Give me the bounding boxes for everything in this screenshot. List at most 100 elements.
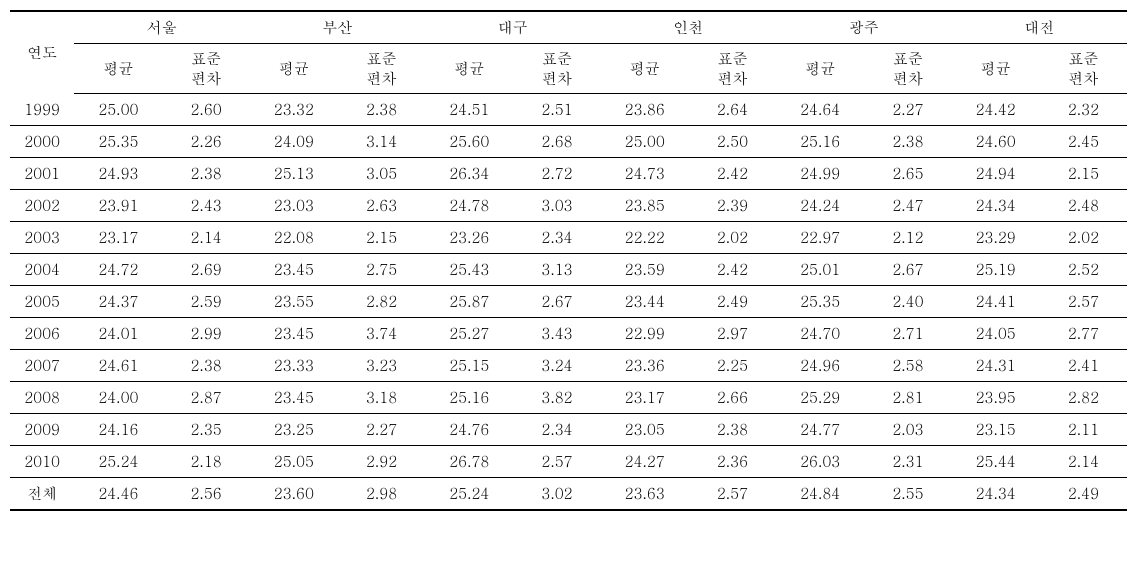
cell-value: 24.76: [425, 414, 513, 446]
table-row: 200223.912.4323.032.6324.783.0323.852.39…: [10, 190, 1127, 222]
cell-value: 2.51: [514, 94, 601, 126]
cell-value: 23.32: [250, 94, 338, 126]
cell-value: 26.34: [425, 158, 513, 190]
cell-value: 25.16: [776, 126, 864, 158]
cell-year: 2000: [10, 126, 74, 158]
header-city-5: 대전: [951, 11, 1127, 44]
cell-value: 24.05: [951, 318, 1039, 350]
cell-value: 2.02: [689, 222, 776, 254]
cell-value: 23.15: [951, 414, 1039, 446]
table-row: 200025.352.2624.093.1425.602.6825.002.50…: [10, 126, 1127, 158]
cell-value: 3.18: [338, 382, 425, 414]
cell-value: 23.05: [601, 414, 689, 446]
cell-value: 23.59: [601, 254, 689, 286]
table-row: 200424.722.6923.452.7525.433.1323.592.42…: [10, 254, 1127, 286]
cell-year: 2008: [10, 382, 74, 414]
header-city-2: 대구: [425, 11, 600, 44]
cell-value: 2.49: [1040, 478, 1127, 511]
cell-value: 24.37: [74, 286, 162, 318]
cell-year: 2002: [10, 190, 74, 222]
cell-value: 23.45: [250, 318, 338, 350]
cell-value: 24.00: [74, 382, 162, 414]
cell-value: 3.13: [514, 254, 601, 286]
cell-value: 2.98: [338, 478, 425, 511]
cell-value: 24.34: [951, 190, 1039, 222]
cell-value: 2.15: [1040, 158, 1127, 190]
cell-value: 25.29: [776, 382, 864, 414]
cell-value: 26.78: [425, 446, 513, 478]
cell-value: 24.42: [951, 94, 1039, 126]
cell-value: 23.17: [74, 222, 162, 254]
cell-value: 2.67: [864, 254, 951, 286]
cell-value: 2.02: [1040, 222, 1127, 254]
cell-value: 2.63: [338, 190, 425, 222]
cell-value: 2.81: [864, 382, 951, 414]
cell-value: 2.82: [1040, 382, 1127, 414]
cell-value: 2.12: [864, 222, 951, 254]
cell-value: 24.41: [951, 286, 1039, 318]
cell-value: 2.14: [1040, 446, 1127, 478]
cell-year: 2004: [10, 254, 74, 286]
cell-value: 2.57: [689, 478, 776, 511]
cell-value: 2.57: [514, 446, 601, 478]
cell-value: 24.70: [776, 318, 864, 350]
cell-value: 24.34: [951, 478, 1039, 511]
cell-year: 2003: [10, 222, 74, 254]
header-city-3: 인천: [601, 11, 776, 44]
cell-value: 24.16: [74, 414, 162, 446]
cell-value: 2.75: [338, 254, 425, 286]
cell-value: 23.36: [601, 350, 689, 382]
cell-value: 25.19: [951, 254, 1039, 286]
cell-value: 3.82: [514, 382, 601, 414]
cell-value: 2.67: [514, 286, 601, 318]
cell-value: 25.01: [776, 254, 864, 286]
cell-year: 2001: [10, 158, 74, 190]
cell-value: 2.50: [689, 126, 776, 158]
cell-year: 2007: [10, 350, 74, 382]
table-row: 200323.172.1422.082.1523.262.3422.222.02…: [10, 222, 1127, 254]
cell-value: 24.99: [776, 158, 864, 190]
cell-value: 25.60: [425, 126, 513, 158]
cell-value: 3.02: [514, 478, 601, 511]
header-stddev: 표준편차: [514, 44, 601, 94]
cell-value: 25.35: [776, 286, 864, 318]
table-row: 200824.002.8723.453.1825.163.8223.172.66…: [10, 382, 1127, 414]
cell-value: 22.99: [601, 318, 689, 350]
cell-value: 23.45: [250, 254, 338, 286]
cell-value: 2.92: [338, 446, 425, 478]
cell-value: 25.87: [425, 286, 513, 318]
cell-value: 3.43: [514, 318, 601, 350]
cell-value: 2.03: [864, 414, 951, 446]
header-city-1: 부산: [250, 11, 425, 44]
cell-value: 24.09: [250, 126, 338, 158]
cell-value: 2.58: [864, 350, 951, 382]
cell-value: 24.72: [74, 254, 162, 286]
cell-value: 2.48: [1040, 190, 1127, 222]
cell-value: 23.26: [425, 222, 513, 254]
cell-value: 2.57: [1040, 286, 1127, 318]
cell-value: 2.34: [514, 414, 601, 446]
cell-year: 2009: [10, 414, 74, 446]
cell-value: 25.24: [74, 446, 162, 478]
header-mean: 평균: [601, 44, 689, 94]
header-mean: 평균: [250, 44, 338, 94]
cell-value: 2.82: [338, 286, 425, 318]
cell-value: 2.35: [163, 414, 250, 446]
cell-value: 24.94: [951, 158, 1039, 190]
cell-value: 23.33: [250, 350, 338, 382]
cell-value: 23.55: [250, 286, 338, 318]
cell-value: 2.42: [689, 158, 776, 190]
cell-value: 24.61: [74, 350, 162, 382]
cell-value: 25.05: [250, 446, 338, 478]
cell-value: 3.03: [514, 190, 601, 222]
table-row: 201025.242.1825.052.9226.782.5724.272.36…: [10, 446, 1127, 478]
cell-value: 24.84: [776, 478, 864, 511]
cell-value: 3.14: [338, 126, 425, 158]
cell-value: 2.42: [689, 254, 776, 286]
cell-value: 25.00: [601, 126, 689, 158]
header-subrow: 평균표준편차평균표준편차평균표준편차평균표준편차평균표준편차평균표준편차: [10, 44, 1127, 94]
cell-value: 2.32: [1040, 94, 1127, 126]
cell-value: 24.93: [74, 158, 162, 190]
cell-value: 23.91: [74, 190, 162, 222]
cell-value: 2.27: [864, 94, 951, 126]
